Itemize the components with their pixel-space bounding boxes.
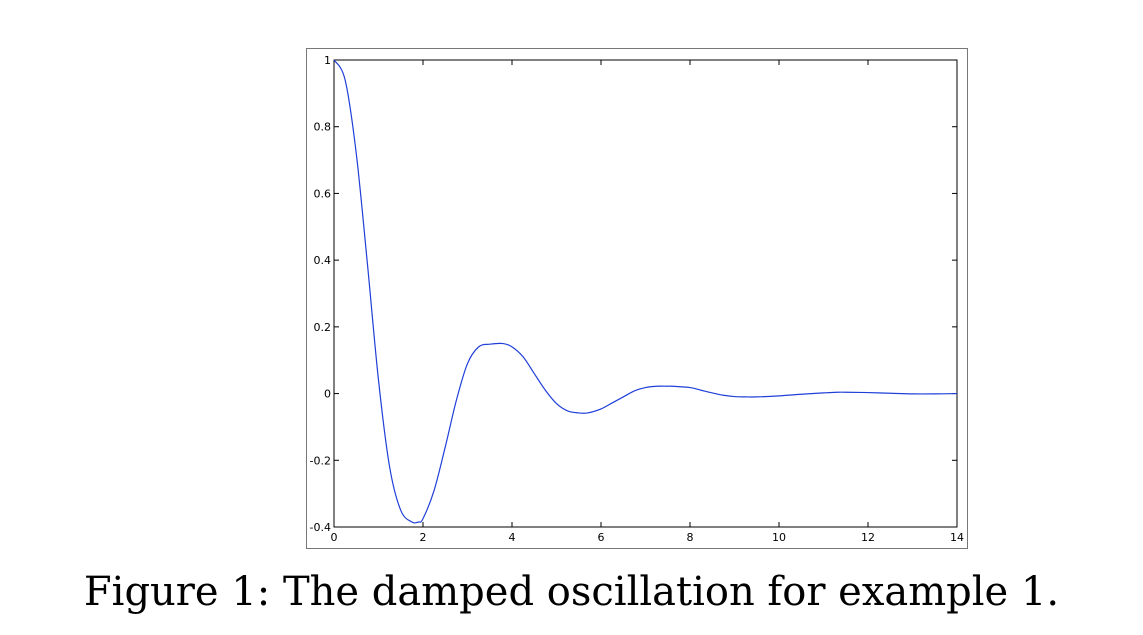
- axes-box: [333, 59, 958, 528]
- x-tick-label: 12: [861, 531, 875, 544]
- x-tick-label: 4: [509, 531, 516, 544]
- y-tick-label: -0.2: [310, 454, 331, 467]
- figure-caption: Figure 1: The damped oscillation for exa…: [83, 569, 1060, 615]
- series-line: [333, 59, 958, 524]
- x-tick-label: 10: [772, 531, 786, 544]
- plot-area: 0 2 4 6 8 10 12 14 -0.4 -0.2 0 0.2 0.4 0.6 0.8 1: [310, 54, 964, 544]
- y-tick-label: -0.4: [310, 521, 331, 534]
- y-tick-label: 0.4: [314, 254, 332, 267]
- y-tick-label: 0: [324, 388, 331, 401]
- damped-oscillation-chart: 0 2 4 6 8 10 12 14 -0.4 -0.2 0 0.2 0.4 0.6 0.8 1: [310, 54, 964, 544]
- figure-frame: [306, 48, 968, 549]
- y-tick-label: 0.6: [314, 187, 332, 200]
- x-tick-label: 8: [687, 531, 694, 544]
- y-tick-label: 1: [324, 54, 331, 67]
- x-tick-label: 6: [598, 531, 605, 544]
- x-tick-label: 2: [420, 531, 427, 544]
- x-tick-label: 14: [950, 531, 964, 544]
- y-tick-label: 0.2: [314, 321, 332, 334]
- y-tick-label: 0.8: [314, 121, 332, 134]
- x-tick-label: 0: [331, 531, 338, 544]
